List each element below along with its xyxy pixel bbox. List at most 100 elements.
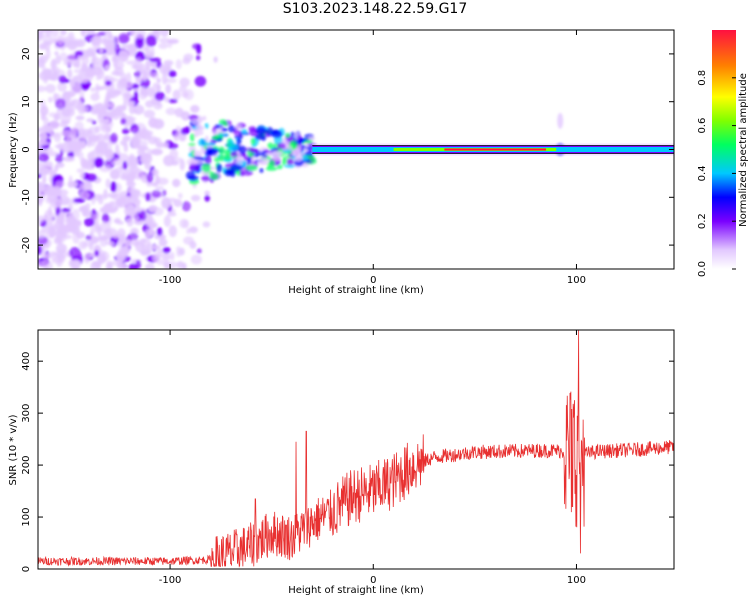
spectrogram-cell: [118, 32, 130, 45]
spectrogram-cell: [98, 48, 104, 53]
spectrogram-cell: [165, 107, 177, 116]
spectrogram-cell: [53, 238, 62, 245]
spectrogram-cell: [187, 175, 199, 181]
spectrogram-cell: [135, 37, 144, 49]
spectrogram-cell: [98, 194, 108, 200]
spectrogram-cell: [202, 221, 211, 228]
spectrogram-cell: [156, 77, 161, 83]
spectrogram-cell: [72, 61, 78, 68]
spectrogram-cell: [74, 136, 80, 143]
spectrogram-cell: [67, 217, 77, 224]
spectrogram-cell: [120, 195, 131, 205]
spectrogram-cell: [75, 231, 85, 239]
spectrogram-cell: [276, 164, 283, 170]
spectrogram-cell: [154, 91, 166, 101]
spectrogram-cell: [61, 106, 72, 117]
spectrogram-cell: [46, 218, 54, 224]
spectrogram-cell: [106, 260, 114, 269]
spectrogram-cell: [102, 34, 115, 43]
spectrogram-cell: [159, 64, 170, 75]
spectrogram-cell: [167, 212, 177, 217]
spectrogram-cell: [59, 52, 68, 61]
spectrogram-cell: [142, 69, 148, 81]
spectrogram-cell: [254, 133, 265, 141]
spectrogram-cell: [38, 31, 42, 43]
spectrogram-cell: [105, 178, 111, 189]
spectrogram-cell: [204, 155, 212, 165]
spectrogram-cell: [69, 78, 76, 88]
spectrogram-cell: [285, 132, 291, 139]
spectrogram-cell: [118, 105, 127, 112]
spectrogram-cell: [120, 77, 128, 87]
spectrogram-cell: [144, 159, 151, 171]
spectrogram-cell: [94, 250, 99, 257]
spectrogram-cell: [38, 215, 45, 223]
colorbar-tick-label: 0.6: [697, 118, 708, 134]
spectrogram-cell: [109, 132, 118, 143]
spectrogram-cell: [63, 60, 74, 66]
spectrogram-cell: [175, 125, 182, 135]
spectrogram-cell: [235, 156, 244, 166]
spectrogram-cell: [230, 151, 238, 157]
spectrogram-cell: [41, 33, 53, 44]
spectrogram-cell: [162, 246, 171, 254]
spectrogram-cell: [85, 235, 92, 241]
spectrogram-cell: [159, 30, 170, 37]
spectrogram-cell: [145, 262, 155, 269]
spectrogram-cell: [63, 234, 72, 240]
tone-band-peak: [444, 148, 546, 151]
spectrogram-cell: [42, 174, 47, 185]
spectrogram-cell: [38, 140, 49, 146]
spectrogram-cell: [91, 66, 103, 76]
spectrogram-cell: [38, 245, 42, 256]
spectrogram-cell: [204, 123, 209, 129]
spectrogram-cell: [114, 217, 121, 224]
spectrogram-cell: [63, 156, 75, 162]
spectrogram-cell: [79, 172, 85, 179]
spectrogram-cell: [148, 117, 159, 128]
spectrogram-cell: [201, 163, 211, 172]
spectrogram-cell: [182, 219, 190, 229]
spectrogram-cell: [135, 30, 147, 39]
spectrogram-cell: [101, 213, 110, 224]
spectrogram-xtick-label: -100: [159, 275, 182, 286]
spectrogram-cell: [146, 243, 154, 251]
spectrogram-cell: [85, 173, 98, 182]
spectrogram-cell: [230, 164, 242, 172]
spectrogram-cell: [234, 134, 244, 140]
spectrogram-cell: [241, 128, 248, 134]
spectrogram-cell: [94, 157, 104, 168]
spectrogram-ytick-label: 0: [21, 146, 32, 152]
spectrogram-cell: [116, 228, 126, 240]
spectrogram-cell: [42, 68, 52, 79]
snr-xtick-label: 100: [567, 575, 586, 586]
spectrogram-cell: [103, 203, 113, 214]
spectrogram-cell: [53, 113, 61, 121]
spectrogram-cell: [95, 141, 108, 154]
spectrogram-cell: [90, 92, 100, 102]
spectrogram-cell: [113, 233, 119, 240]
spectrogram-cell: [165, 84, 172, 94]
spectrogram-cell: [118, 50, 129, 62]
spectrogram-cell: [99, 166, 112, 173]
spectrogram-cell: [229, 169, 236, 178]
spectrogram-cell: [60, 120, 71, 125]
spectrogram-cell: [97, 31, 106, 37]
spectrogram-cell: [91, 120, 97, 125]
spectrogram-cell: [151, 72, 159, 80]
spectrogram-cell: [38, 144, 42, 154]
spectrogram-cell: [49, 37, 58, 43]
spectrogram-cell: [181, 201, 191, 212]
spectrogram-cell: [98, 198, 104, 205]
spectrogram-cell: [80, 62, 86, 72]
spectrogram-cell: [38, 54, 48, 64]
spectrogram-cell: [81, 83, 90, 91]
spectrogram-cell: [102, 54, 107, 60]
spectrogram-cell: [143, 109, 156, 119]
spectrogram-cell: [67, 40, 80, 50]
spectrogram-cell: [185, 126, 191, 134]
spectrogram-cell: [292, 148, 301, 157]
